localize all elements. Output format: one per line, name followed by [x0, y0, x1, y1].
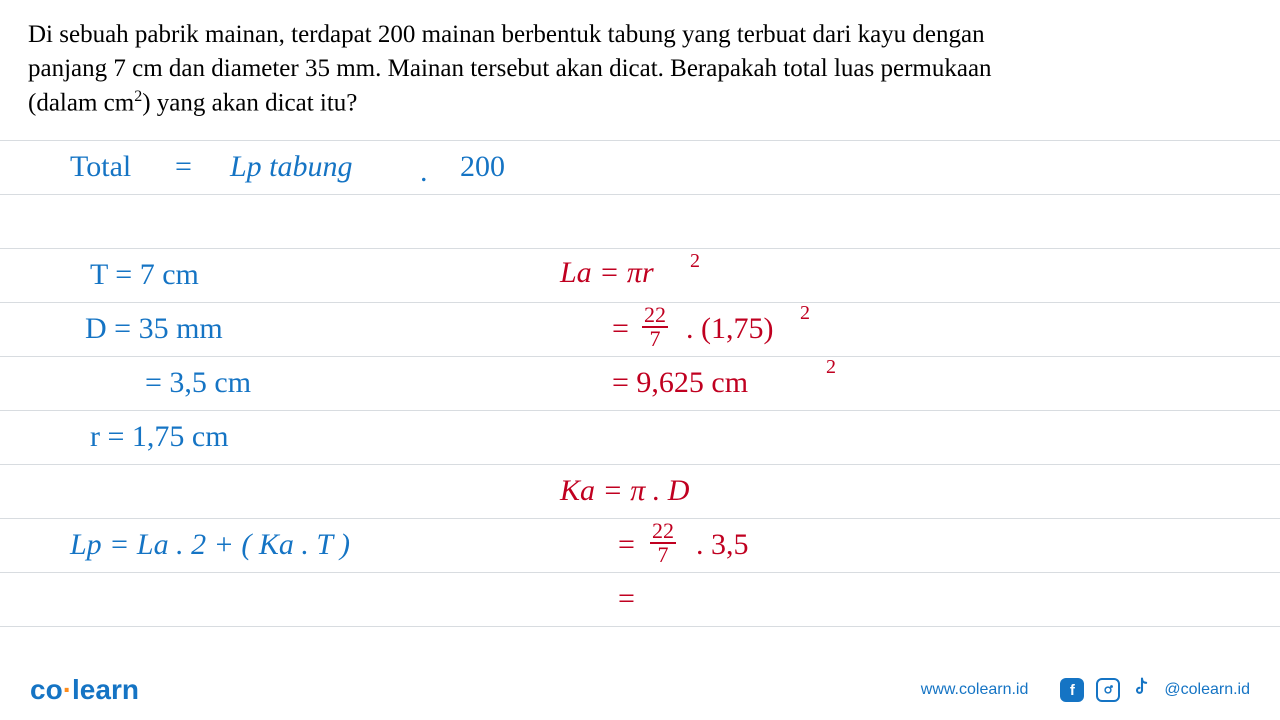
footer-right: www.colearn.id f @colearn.id: [921, 676, 1250, 704]
handwritten-annotation: =: [612, 312, 629, 346]
instagram-icon: [1096, 678, 1120, 702]
ruled-line: [0, 410, 1280, 411]
problem-statement: Di sebuah pabrik mainan, terdapat 200 ma…: [0, 0, 1280, 130]
handwritten-annotation: 2: [800, 302, 810, 325]
ruled-line: [0, 194, 1280, 195]
handwritten-annotation: 2: [826, 356, 836, 379]
handwritten-annotation: . (1,75): [686, 312, 773, 346]
handwritten-annotation: D = 35 mm: [85, 312, 223, 346]
handwritten-annotation: 2: [690, 250, 700, 273]
handwritten-annotation: = 3,5 cm: [145, 366, 251, 400]
handwritten-annotation: Total: [70, 150, 131, 184]
tiktok-icon: [1132, 676, 1152, 704]
logo-dot: ·: [63, 674, 72, 705]
handwritten-annotation: =: [618, 582, 635, 616]
handwritten-annotation: Ka = π . D: [560, 474, 689, 508]
handwritten-annotation: =: [175, 150, 192, 184]
logo-learn: learn: [72, 674, 139, 705]
handwritten-annotation: 227: [650, 520, 676, 566]
problem-sup: 2: [134, 88, 142, 105]
problem-line3-before: (dalam cm: [28, 89, 134, 116]
ruled-line: [0, 518, 1280, 519]
handwritten-annotation: 227: [642, 304, 668, 350]
handwritten-annotation: =: [618, 528, 635, 562]
handwritten-annotation: Lp tabung: [230, 150, 353, 184]
handwritten-annotation: Lp = La . 2 + ( Ka . T ): [70, 528, 350, 562]
handwritten-annotation: 200: [460, 150, 505, 184]
handwritten-annotation: . 3,5: [696, 528, 749, 562]
ruled-line: [0, 572, 1280, 573]
logo-co: co: [30, 674, 63, 705]
handwritten-annotation: r = 1,75 cm: [90, 420, 229, 454]
website-url: www.colearn.id: [921, 681, 1029, 699]
social-handle: @colearn.id: [1164, 681, 1250, 699]
logo: co·learn: [30, 674, 139, 706]
ruled-line: [0, 248, 1280, 249]
problem-line2: panjang 7 cm dan diameter 35 mm. Mainan …: [28, 55, 992, 82]
handwritten-annotation: = 9,625 cm: [612, 366, 748, 400]
facebook-icon: f: [1060, 678, 1084, 702]
ruled-line: [0, 356, 1280, 357]
handwritten-annotation: La = πr: [560, 256, 654, 290]
problem-line3-after: ) yang akan dicat itu?: [142, 89, 357, 116]
handwritten-annotation: T = 7 cm: [90, 258, 199, 292]
problem-line1: Di sebuah pabrik mainan, terdapat 200 ma…: [28, 21, 985, 48]
ruled-line: [0, 140, 1280, 141]
ruled-line: [0, 464, 1280, 465]
ruled-line: [0, 302, 1280, 303]
handwritten-annotation: .: [420, 155, 428, 189]
footer: co·learn www.colearn.id f @colearn.id: [0, 660, 1280, 720]
ruled-line: [0, 626, 1280, 627]
notebook-area: Total = Lp tabung. 200 T = 7 cm D = 35 mm = 3,…: [0, 130, 1280, 660]
